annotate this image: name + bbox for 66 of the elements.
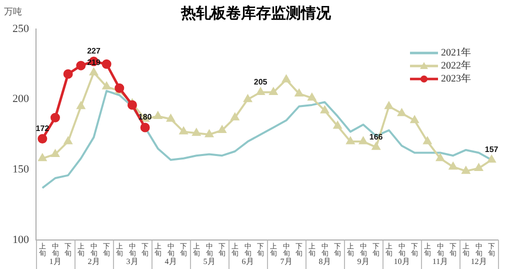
- text: 5月: [203, 257, 216, 266]
- text: 9月: [357, 257, 370, 266]
- point: [256, 88, 265, 96]
- point: [154, 112, 162, 119]
- point: [282, 75, 290, 82]
- point: [334, 122, 342, 129]
- y-tick-label: 100: [12, 234, 30, 246]
- point: [64, 137, 72, 144]
- point: [398, 108, 406, 116]
- point: [423, 137, 432, 144]
- point: [140, 122, 150, 132]
- point: [449, 162, 458, 170]
- chart-title: 热轧板卷库存监测情况: [180, 4, 332, 22]
- point: [359, 137, 368, 144]
- point: [166, 114, 175, 122]
- point: [205, 130, 214, 138]
- point: [384, 102, 393, 110]
- point: [308, 93, 316, 101]
- point: [102, 82, 111, 90]
- point: [488, 155, 496, 163]
- text: 7月: [280, 257, 292, 266]
- point: [180, 127, 188, 134]
- text: 6月: [242, 257, 254, 266]
- legend-label: 2022年: [441, 60, 471, 72]
- point: [90, 68, 98, 76]
- point: [63, 69, 73, 79]
- data-label: 157: [484, 145, 499, 154]
- y-tick-label: 150: [12, 164, 30, 176]
- point: [218, 126, 226, 134]
- text: 2月: [88, 257, 100, 266]
- text: 12月: [470, 257, 487, 266]
- text: 1月: [49, 257, 62, 266]
- text: 10月: [394, 257, 410, 266]
- point: [436, 154, 444, 162]
- point: [346, 137, 354, 144]
- point: [244, 94, 252, 102]
- point: [38, 134, 48, 144]
- text: 11月: [432, 257, 448, 266]
- legend-label: 2023年: [441, 72, 471, 85]
- point: [76, 60, 86, 70]
- y-axis-title: 万吨: [4, 6, 22, 16]
- point: [76, 102, 85, 110]
- point: [38, 154, 46, 162]
- point: [410, 116, 419, 124]
- point: [295, 89, 304, 96]
- y-tick-label: 250: [12, 22, 30, 35]
- text: 3月: [126, 257, 138, 266]
- point: [230, 113, 239, 120]
- point: [102, 59, 112, 69]
- point: [51, 150, 60, 157]
- point: [128, 100, 137, 110]
- data-label: 219: [87, 58, 101, 67]
- text: 8月: [318, 257, 331, 266]
- data-label: 205: [254, 78, 268, 87]
- point: [269, 88, 278, 96]
- y-tick-label: 200: [12, 93, 30, 106]
- point: [50, 112, 60, 122]
- text: 4月: [164, 257, 177, 266]
- point: [462, 166, 470, 174]
- point: [320, 106, 329, 114]
- data-label: 166: [369, 132, 384, 142]
- point: [192, 128, 200, 136]
- legend-label: 2021年: [441, 46, 471, 59]
- data-label: 227: [87, 46, 101, 56]
- point: [474, 164, 483, 172]
- point: [372, 142, 380, 150]
